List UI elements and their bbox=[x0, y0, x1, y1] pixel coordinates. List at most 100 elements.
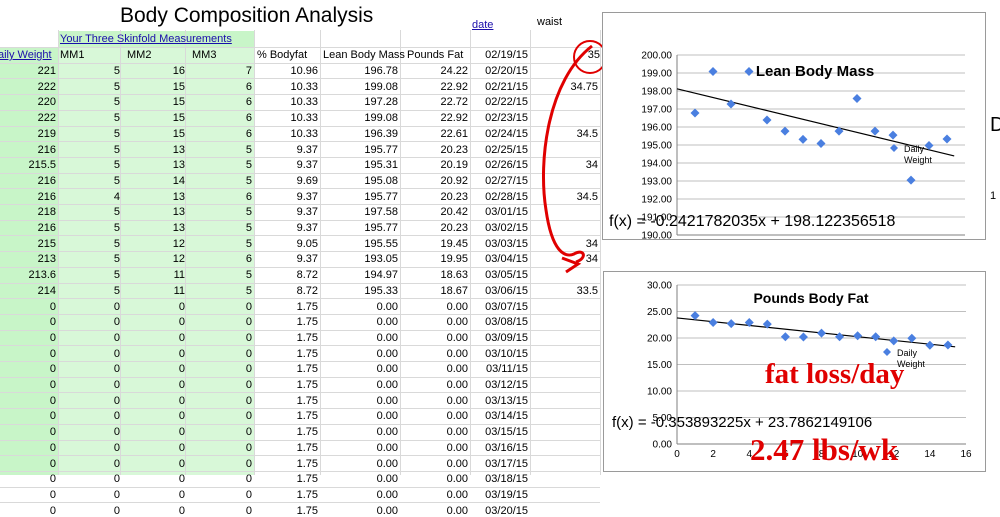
table-cell[interactable]: 0 bbox=[113, 347, 120, 360]
table-cell[interactable]: 195.77 bbox=[364, 143, 398, 156]
table-cell[interactable]: 0 bbox=[178, 457, 185, 470]
table-cell[interactable]: 5 bbox=[245, 143, 252, 156]
first-date-cell[interactable]: 02/19/15 bbox=[485, 49, 528, 61]
table-cell[interactable]: 0 bbox=[113, 457, 120, 470]
table-cell[interactable]: 0 bbox=[49, 363, 56, 376]
table-cell[interactable]: 10.96 bbox=[290, 65, 318, 77]
table-cell[interactable]: 03/06/15 bbox=[485, 284, 528, 297]
table-cell[interactable]: 0.00 bbox=[376, 426, 398, 439]
table-cell[interactable]: 0 bbox=[178, 300, 185, 313]
table-cell[interactable]: 1.75 bbox=[296, 379, 318, 391]
table-cell[interactable]: 5 bbox=[113, 80, 120, 93]
table-cell[interactable]: 0.00 bbox=[376, 504, 398, 517]
table-cell[interactable]: 6 bbox=[245, 80, 252, 93]
table-cell[interactable]: 5 bbox=[113, 112, 120, 125]
pounds-body-fat-chart[interactable]: 0.00 5.00 10.00 15.00 20.00 25.00 30.00 0 2 4 6 8 10… bbox=[603, 271, 986, 472]
table-cell[interactable]: 5 bbox=[113, 253, 120, 266]
table-cell[interactable]: 03/09/15 bbox=[485, 331, 528, 344]
table-cell[interactable]: 0.00 bbox=[446, 379, 468, 391]
table-cell[interactable]: 0 bbox=[49, 441, 56, 454]
table-cell[interactable]: 24.22 bbox=[440, 65, 468, 77]
table-cell[interactable]: 0 bbox=[113, 488, 120, 501]
table-cell[interactable]: 197.28 bbox=[364, 96, 398, 109]
table-cell[interactable]: 02/22/15 bbox=[485, 96, 528, 109]
table-cell[interactable]: 34.75 bbox=[570, 80, 598, 93]
table-cell[interactable]: 1.75 bbox=[296, 363, 318, 376]
table-cell[interactable]: 1.75 bbox=[296, 394, 318, 407]
table-cell[interactable]: 0.00 bbox=[446, 394, 468, 407]
table-cell[interactable]: 0 bbox=[113, 410, 120, 423]
table-cell[interactable]: 34.5 bbox=[576, 190, 598, 203]
table-cell[interactable]: 0 bbox=[113, 426, 120, 439]
table-cell[interactable]: 195.77 bbox=[364, 222, 398, 234]
table-cell[interactable]: 0.00 bbox=[446, 426, 468, 439]
table-cell[interactable]: 03/10/15 bbox=[485, 347, 528, 360]
table-cell[interactable]: 218 bbox=[37, 206, 56, 219]
table-cell[interactable]: 1.75 bbox=[296, 504, 318, 517]
table-cell[interactable]: 0 bbox=[113, 316, 120, 329]
table-cell[interactable]: 1.75 bbox=[296, 457, 318, 470]
table-cell[interactable]: 03/07/15 bbox=[485, 300, 528, 313]
table-cell[interactable]: 02/23/15 bbox=[485, 112, 528, 125]
table-cell[interactable]: 34 bbox=[585, 159, 598, 172]
table-cell[interactable]: 15 bbox=[172, 127, 185, 140]
column-header[interactable]: % Bodyfat bbox=[257, 49, 308, 61]
table-cell[interactable]: 197.58 bbox=[364, 206, 398, 219]
table-cell[interactable]: 0 bbox=[113, 331, 120, 344]
table-cell[interactable]: 195.77 bbox=[364, 190, 398, 203]
table-cell[interactable]: 0 bbox=[245, 457, 252, 470]
table-cell[interactable]: 0 bbox=[245, 363, 252, 376]
table-cell[interactable]: 1.75 bbox=[296, 347, 318, 360]
table-cell[interactable]: 6 bbox=[245, 190, 252, 203]
table-cell[interactable]: 9.05 bbox=[296, 237, 318, 250]
table-cell[interactable]: 9.37 bbox=[296, 159, 318, 172]
table-cell[interactable]: 0.00 bbox=[446, 331, 468, 344]
table-cell[interactable]: 0 bbox=[245, 379, 252, 391]
table-cell[interactable]: 0.00 bbox=[446, 316, 468, 329]
table-cell[interactable]: 213 bbox=[37, 253, 56, 266]
table-cell[interactable]: 03/05/15 bbox=[485, 269, 528, 282]
table-cell[interactable]: 0 bbox=[113, 363, 120, 376]
table-cell[interactable]: 0.00 bbox=[446, 347, 468, 360]
table-cell[interactable]: 8.72 bbox=[296, 284, 318, 297]
table-cell[interactable]: 33.5 bbox=[576, 284, 598, 297]
table-cell[interactable]: 12 bbox=[172, 237, 185, 250]
table-cell[interactable]: 216 bbox=[37, 174, 56, 187]
table-cell[interactable]: 5 bbox=[245, 237, 252, 250]
table-cell[interactable]: 12 bbox=[172, 253, 185, 266]
table-cell[interactable]: 14 bbox=[172, 174, 185, 187]
table-cell[interactable]: 0.00 bbox=[376, 363, 398, 376]
table-cell[interactable]: 20.23 bbox=[440, 222, 468, 234]
table-cell[interactable]: 193.05 bbox=[364, 253, 398, 266]
table-cell[interactable]: 03/04/15 bbox=[485, 253, 528, 266]
table-cell[interactable]: 0 bbox=[245, 410, 252, 423]
table-cell[interactable]: 03/11/15 bbox=[485, 363, 528, 376]
table-cell[interactable]: 222 bbox=[37, 112, 56, 125]
table-cell[interactable]: 15 bbox=[172, 80, 185, 93]
table-cell[interactable]: 13 bbox=[172, 143, 185, 156]
table-cell[interactable]: 19.95 bbox=[440, 253, 468, 266]
table-cell[interactable]: 1.75 bbox=[296, 488, 318, 501]
table-cell[interactable]: 0.00 bbox=[446, 457, 468, 470]
table-cell[interactable]: 0 bbox=[49, 347, 56, 360]
table-cell[interactable]: 0 bbox=[178, 331, 185, 344]
table-cell[interactable]: 0 bbox=[178, 426, 185, 439]
table-cell[interactable]: 13 bbox=[172, 159, 185, 172]
table-cell[interactable]: 0 bbox=[245, 347, 252, 360]
table-cell[interactable]: 03/16/15 bbox=[485, 441, 528, 454]
table-cell[interactable]: 19.45 bbox=[440, 237, 468, 250]
table-cell[interactable]: 0.00 bbox=[446, 363, 468, 376]
column-header[interactable]: MM1 bbox=[60, 49, 85, 61]
table-cell[interactable]: 16 bbox=[172, 65, 185, 77]
table-cell[interactable]: 11 bbox=[173, 284, 185, 297]
table-cell[interactable]: 222 bbox=[37, 80, 56, 93]
table-cell[interactable]: 13 bbox=[172, 222, 185, 234]
table-cell[interactable]: 0 bbox=[245, 441, 252, 454]
table-cell[interactable]: 5 bbox=[245, 222, 252, 234]
table-cell[interactable]: 0.00 bbox=[376, 347, 398, 360]
table-cell[interactable]: 20.42 bbox=[440, 206, 468, 219]
table-cell[interactable]: 216 bbox=[37, 222, 56, 234]
table-cell[interactable]: 0 bbox=[49, 410, 56, 423]
table-cell[interactable]: 1.75 bbox=[296, 331, 318, 344]
table-cell[interactable]: 9.37 bbox=[296, 190, 318, 203]
